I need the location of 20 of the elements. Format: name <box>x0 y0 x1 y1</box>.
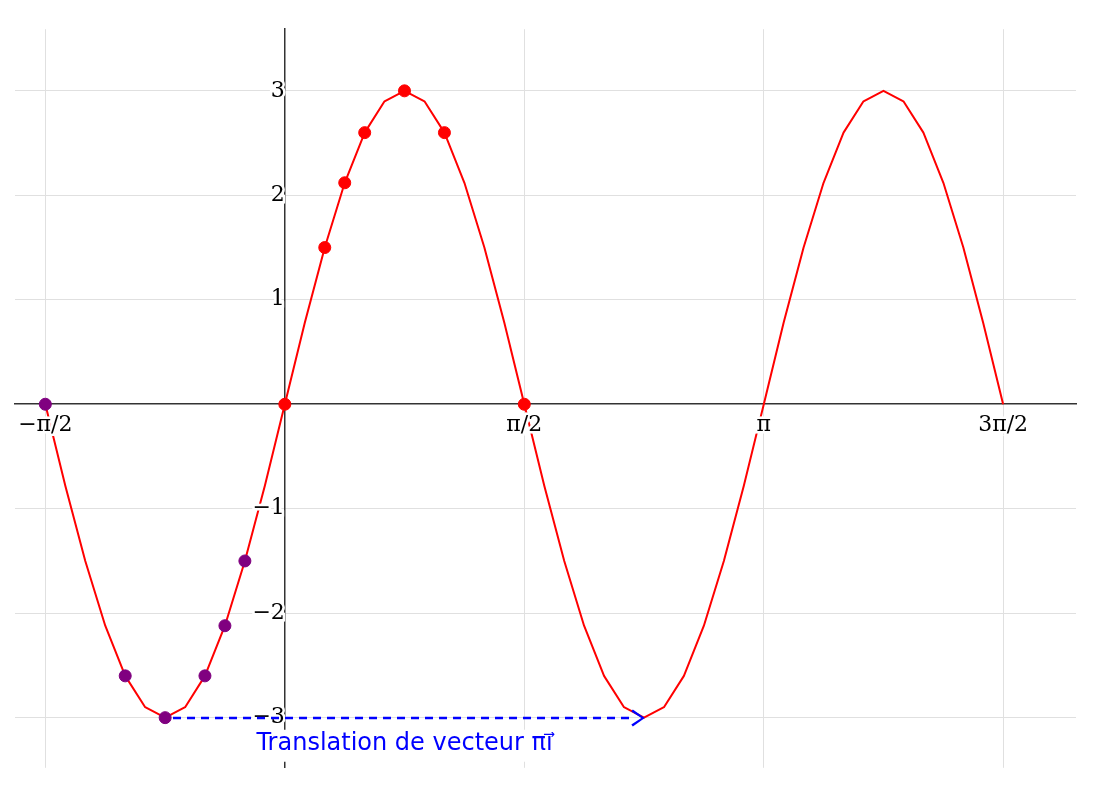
point <box>238 554 252 568</box>
y-tick-label: −3 <box>252 703 285 729</box>
point <box>118 669 132 683</box>
point <box>358 126 372 140</box>
point <box>38 397 52 411</box>
y-tick-label: 2 <box>270 181 285 207</box>
point <box>517 397 531 411</box>
point <box>338 176 352 190</box>
y-tick-label: 3 <box>270 76 285 102</box>
point <box>158 711 172 725</box>
point <box>397 84 411 98</box>
x-tick-label: 3π/2 <box>978 411 1029 437</box>
y-tick-label: −2 <box>252 598 285 624</box>
point <box>278 397 292 411</box>
point <box>318 241 332 255</box>
point <box>198 669 212 683</box>
y-tick-label: 1 <box>270 285 285 311</box>
point <box>437 126 451 140</box>
point <box>218 619 232 633</box>
annotation: Translation de vecteur πi⃗ <box>255 727 556 756</box>
